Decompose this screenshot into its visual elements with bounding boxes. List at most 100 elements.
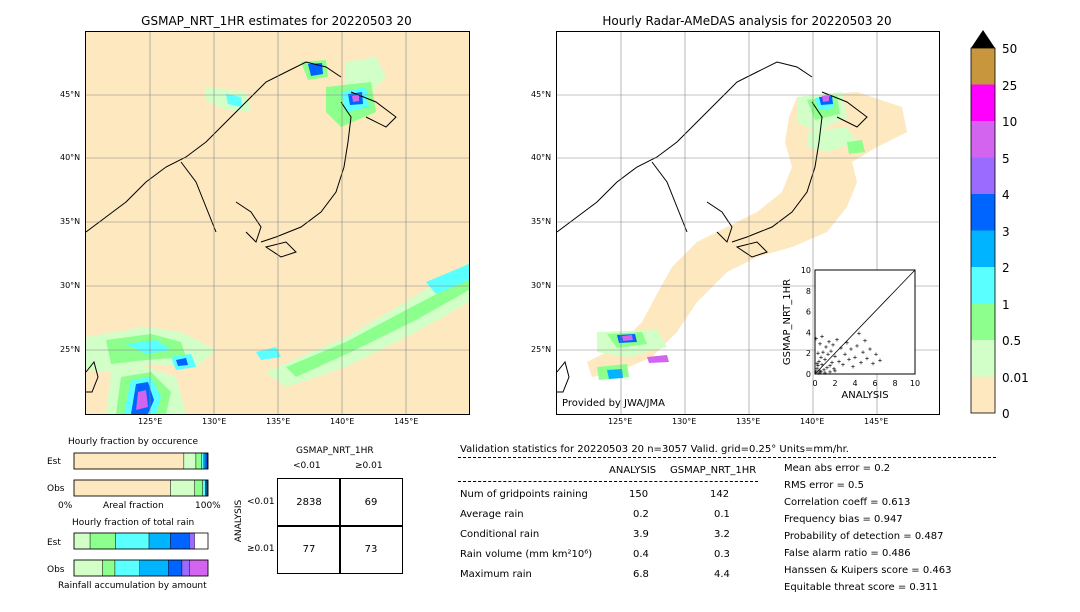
colorbar-segment [971, 376, 995, 413]
score-line: Hanssen & Kuipers score = 0.463 [784, 565, 952, 576]
left-lon-label: 140°E [330, 417, 355, 426]
fraction-segment [205, 452, 208, 470]
scatter-point [826, 352, 830, 357]
total-rain-obs-label: Obs [47, 565, 65, 575]
contingency-title: GSMAP_NRT_1HR [296, 446, 374, 456]
contingency-row-axis: ANALYSIS [234, 499, 245, 543]
scatter-point [833, 369, 837, 373]
contingency-row-label: ≥0.01 [247, 544, 275, 554]
scatter-point [817, 359, 821, 364]
colorbar-label: 0.5 [1002, 334, 1022, 348]
stats-row-analysis: 6.8 [633, 569, 649, 580]
scatter-x-ticks: 0 2 4 6 8 10 [812, 379, 920, 388]
stats-col-gsmap: GSMAP_NRT_1HR [670, 465, 757, 476]
right-lon-label: 125°E [608, 417, 633, 426]
fraction-segment [181, 559, 190, 577]
fraction-segment [73, 532, 91, 550]
right-lat-label: 45°N [531, 90, 552, 99]
colorbar-label: 3 [1002, 225, 1010, 239]
left-lon-label: 135°E [266, 417, 291, 426]
stats-row-label: Conditional rain [460, 529, 540, 540]
scatter-x-tick: 8 [892, 379, 897, 388]
scatter-point [843, 352, 847, 357]
contingency-cell: 2838 [277, 478, 341, 527]
occurrence-x-tick-1: 100% [195, 501, 221, 511]
stats-header-rule [458, 457, 996, 458]
fraction-segment [194, 479, 203, 497]
scatter-x-tick: 0 [812, 379, 817, 388]
fraction-segment [139, 559, 169, 577]
scatter-point [878, 358, 882, 363]
stats-row-analysis: 150 [629, 489, 649, 500]
scatter-point [829, 349, 833, 353]
contingency-cell: 73 [339, 525, 403, 574]
scatter-y-ticks: 0 2 4 6 8 10 [801, 266, 811, 379]
scatter-point [830, 360, 834, 365]
scatter-point [865, 356, 869, 361]
left-lat-label: 30°N [60, 281, 81, 290]
right-lon-label: 135°E [736, 417, 761, 426]
scatter-y-tick: 10 [801, 266, 811, 275]
scatter-x-tick: 2 [832, 379, 837, 388]
occurrence-title: Hourly fraction by occurence [68, 437, 199, 447]
colorbar-segments [971, 48, 995, 413]
scatter-point [871, 361, 875, 366]
score-line: Correlation coeff = 0.613 [784, 497, 911, 508]
contingency-col-label: <0.01 [293, 461, 321, 471]
scatter-point [831, 343, 835, 347]
fraction-segment [203, 452, 207, 470]
scatter-point [863, 338, 867, 343]
fraction-segment [189, 532, 195, 550]
fraction-bar-frame [73, 532, 209, 550]
colorbar-label: 4 [1002, 188, 1010, 202]
fraction-segment [73, 452, 185, 470]
fraction-segment [148, 532, 171, 550]
fraction-bar-frame [73, 452, 209, 470]
scatter-point [855, 344, 859, 348]
total-rain-chart [73, 532, 209, 577]
left-lat-label: 45°N [60, 90, 81, 99]
fraction-segment [114, 559, 140, 577]
colorbar-segment [971, 230, 995, 267]
total-rain-title: Hourly fraction of total rain [72, 518, 195, 528]
left-map [85, 31, 470, 415]
scatter-point [819, 370, 823, 374]
scatter-y-tick: 0 [806, 370, 811, 379]
colorbar-label: 50 [1002, 42, 1018, 56]
colorbar-label: 25 [1002, 79, 1018, 93]
stats-row-gsmap: 4.4 [714, 569, 730, 580]
stats-row-gsmap: 0.3 [714, 549, 730, 560]
scatter-point [815, 361, 819, 366]
fraction-segment [183, 452, 197, 470]
scatter-point [868, 347, 872, 351]
scatter-point [817, 371, 821, 375]
scatter-point [841, 362, 845, 367]
occurrence-x-tick-0: 0% [58, 501, 73, 511]
scatter-diagonal [814, 269, 916, 375]
stats-header: Validation statistics for 20220503 20 n=… [460, 444, 849, 455]
scatter-points [814, 331, 882, 375]
scatter-point [853, 355, 857, 360]
score-line: Frequency bias = 0.947 [784, 514, 903, 525]
right-lat-label: 30°N [531, 281, 552, 290]
occurrence-chart [73, 452, 209, 497]
scatter-point [821, 350, 825, 354]
scatter-point [823, 357, 827, 362]
fraction-segment [195, 452, 202, 470]
scatter-point [815, 367, 819, 371]
left-lon-label: 125°E [138, 417, 163, 426]
colorbar-segment [971, 303, 995, 340]
fraction-segment [115, 532, 150, 550]
fraction-segment [73, 479, 171, 497]
scatter-point [861, 350, 865, 354]
scatter-point [827, 339, 831, 344]
right-lat-label: 40°N [531, 153, 552, 162]
left-lat-label: 35°N [60, 217, 81, 226]
stats-col-rule [458, 481, 758, 482]
colorbar-label: 5 [1002, 152, 1010, 166]
left-lon-label: 145°E [394, 417, 419, 426]
total-rain-est-label: Est [47, 538, 61, 548]
stats-row-gsmap: 142 [710, 489, 730, 500]
fraction-segment [205, 479, 207, 497]
scatter-x-tick: 6 [872, 379, 877, 388]
